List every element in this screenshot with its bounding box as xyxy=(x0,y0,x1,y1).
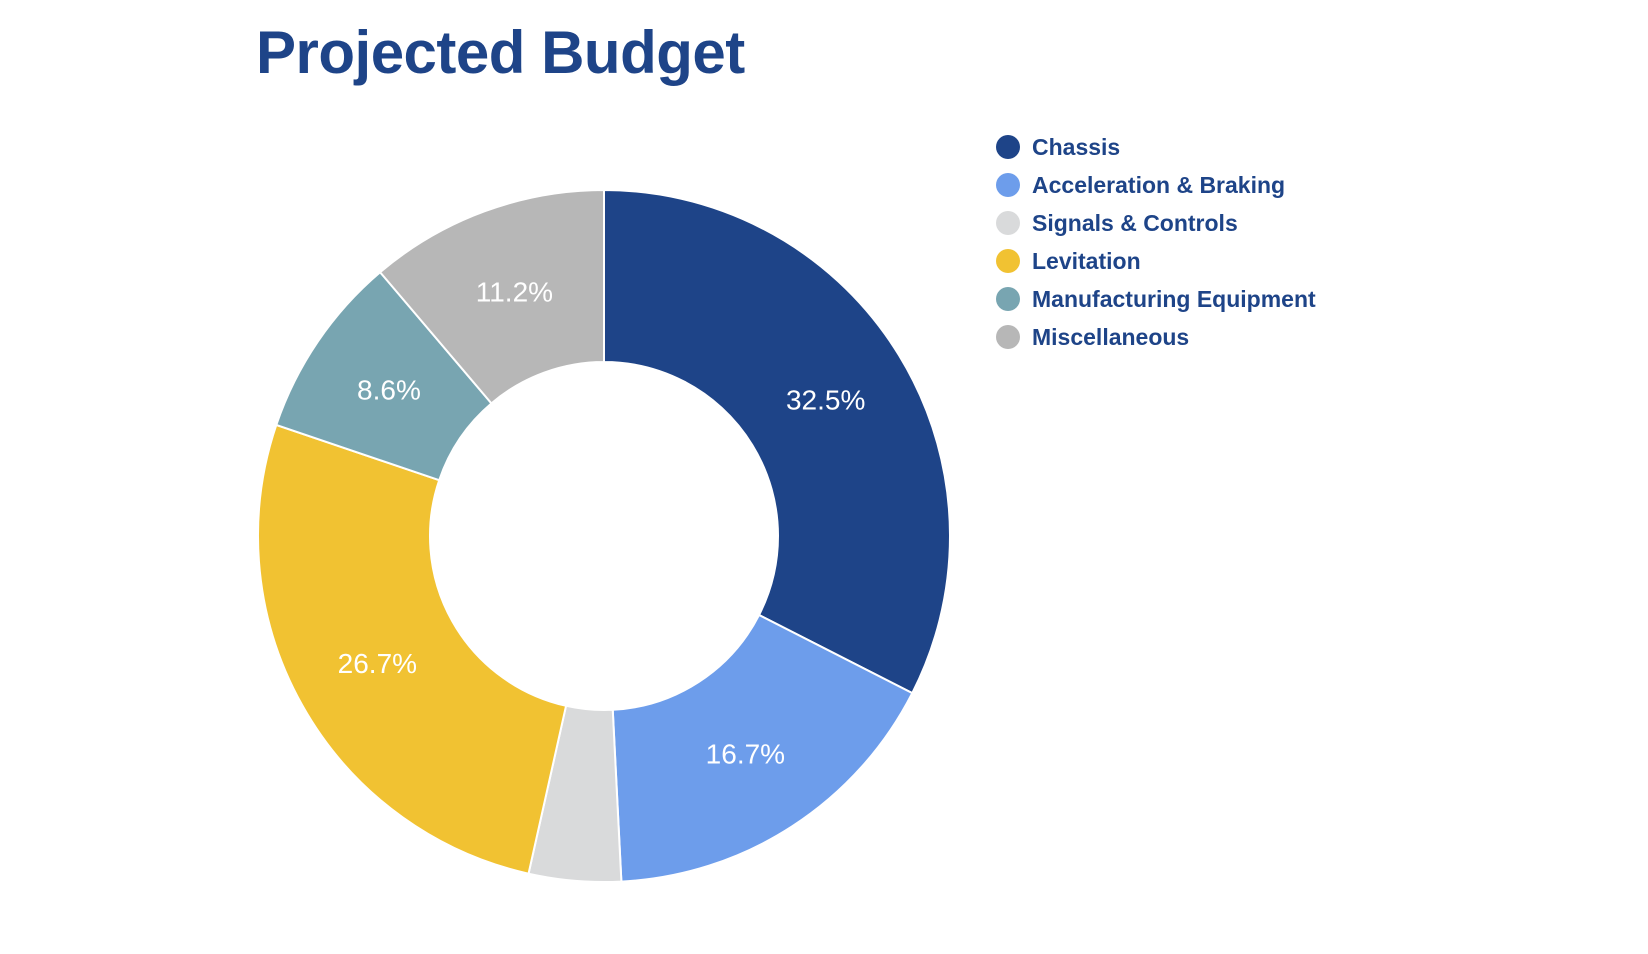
slice-label-manufacturing-equipment: 8.6% xyxy=(357,374,421,405)
slice-miscellaneous[interactable] xyxy=(378,188,605,405)
slices-group xyxy=(257,188,951,883)
slice-acceleration-and-braking[interactable] xyxy=(611,613,914,883)
legend-swatch-icon xyxy=(996,135,1020,159)
legend-item-chassis[interactable]: Chassis xyxy=(996,128,1316,166)
legend-swatch-icon xyxy=(996,249,1020,273)
legend-label: Acceleration & Braking xyxy=(1032,171,1286,198)
legend-label: Levitation xyxy=(1032,247,1141,274)
legend-swatch-icon xyxy=(996,325,1020,349)
legend-label: Chassis xyxy=(1032,133,1121,160)
legend-label: Miscellaneous xyxy=(1032,323,1190,350)
slice-chassis[interactable] xyxy=(603,188,951,695)
legend-swatch-icon xyxy=(996,173,1020,197)
legend: Chassis Acceleration & Braking Signals & C… xyxy=(996,128,1316,356)
legend-swatch-icon xyxy=(996,287,1020,311)
slice-label-levitation: 26.7% xyxy=(338,648,417,679)
legend-item-miscellaneous[interactable]: Miscellaneous xyxy=(996,318,1316,356)
slice-label-miscellaneous: 11.2% xyxy=(476,276,553,307)
slice-label-acceleration-and-braking: 16.7% xyxy=(706,739,785,770)
labels-group: 32.5% 16.7% 26.7% 8.6% 11.2% xyxy=(338,276,866,769)
legend-item-levitation[interactable]: Levitation xyxy=(996,242,1316,280)
legend-item-acceleration-and-braking[interactable]: Acceleration & Braking xyxy=(996,166,1316,204)
legend-swatch-icon xyxy=(996,211,1020,235)
legend-label: Signals & Controls xyxy=(1032,209,1238,236)
slice-levitation[interactable] xyxy=(257,423,568,875)
legend-item-signals-and-controls[interactable]: Signals & Controls xyxy=(996,204,1316,242)
legend-label: Manufacturing Equipment xyxy=(1032,285,1316,312)
chart-title: Projected Budget xyxy=(256,19,745,86)
legend-item-manufacturing-equipment[interactable]: Manufacturing Equipment xyxy=(996,280,1316,318)
slice-label-chassis: 32.5% xyxy=(786,385,865,416)
